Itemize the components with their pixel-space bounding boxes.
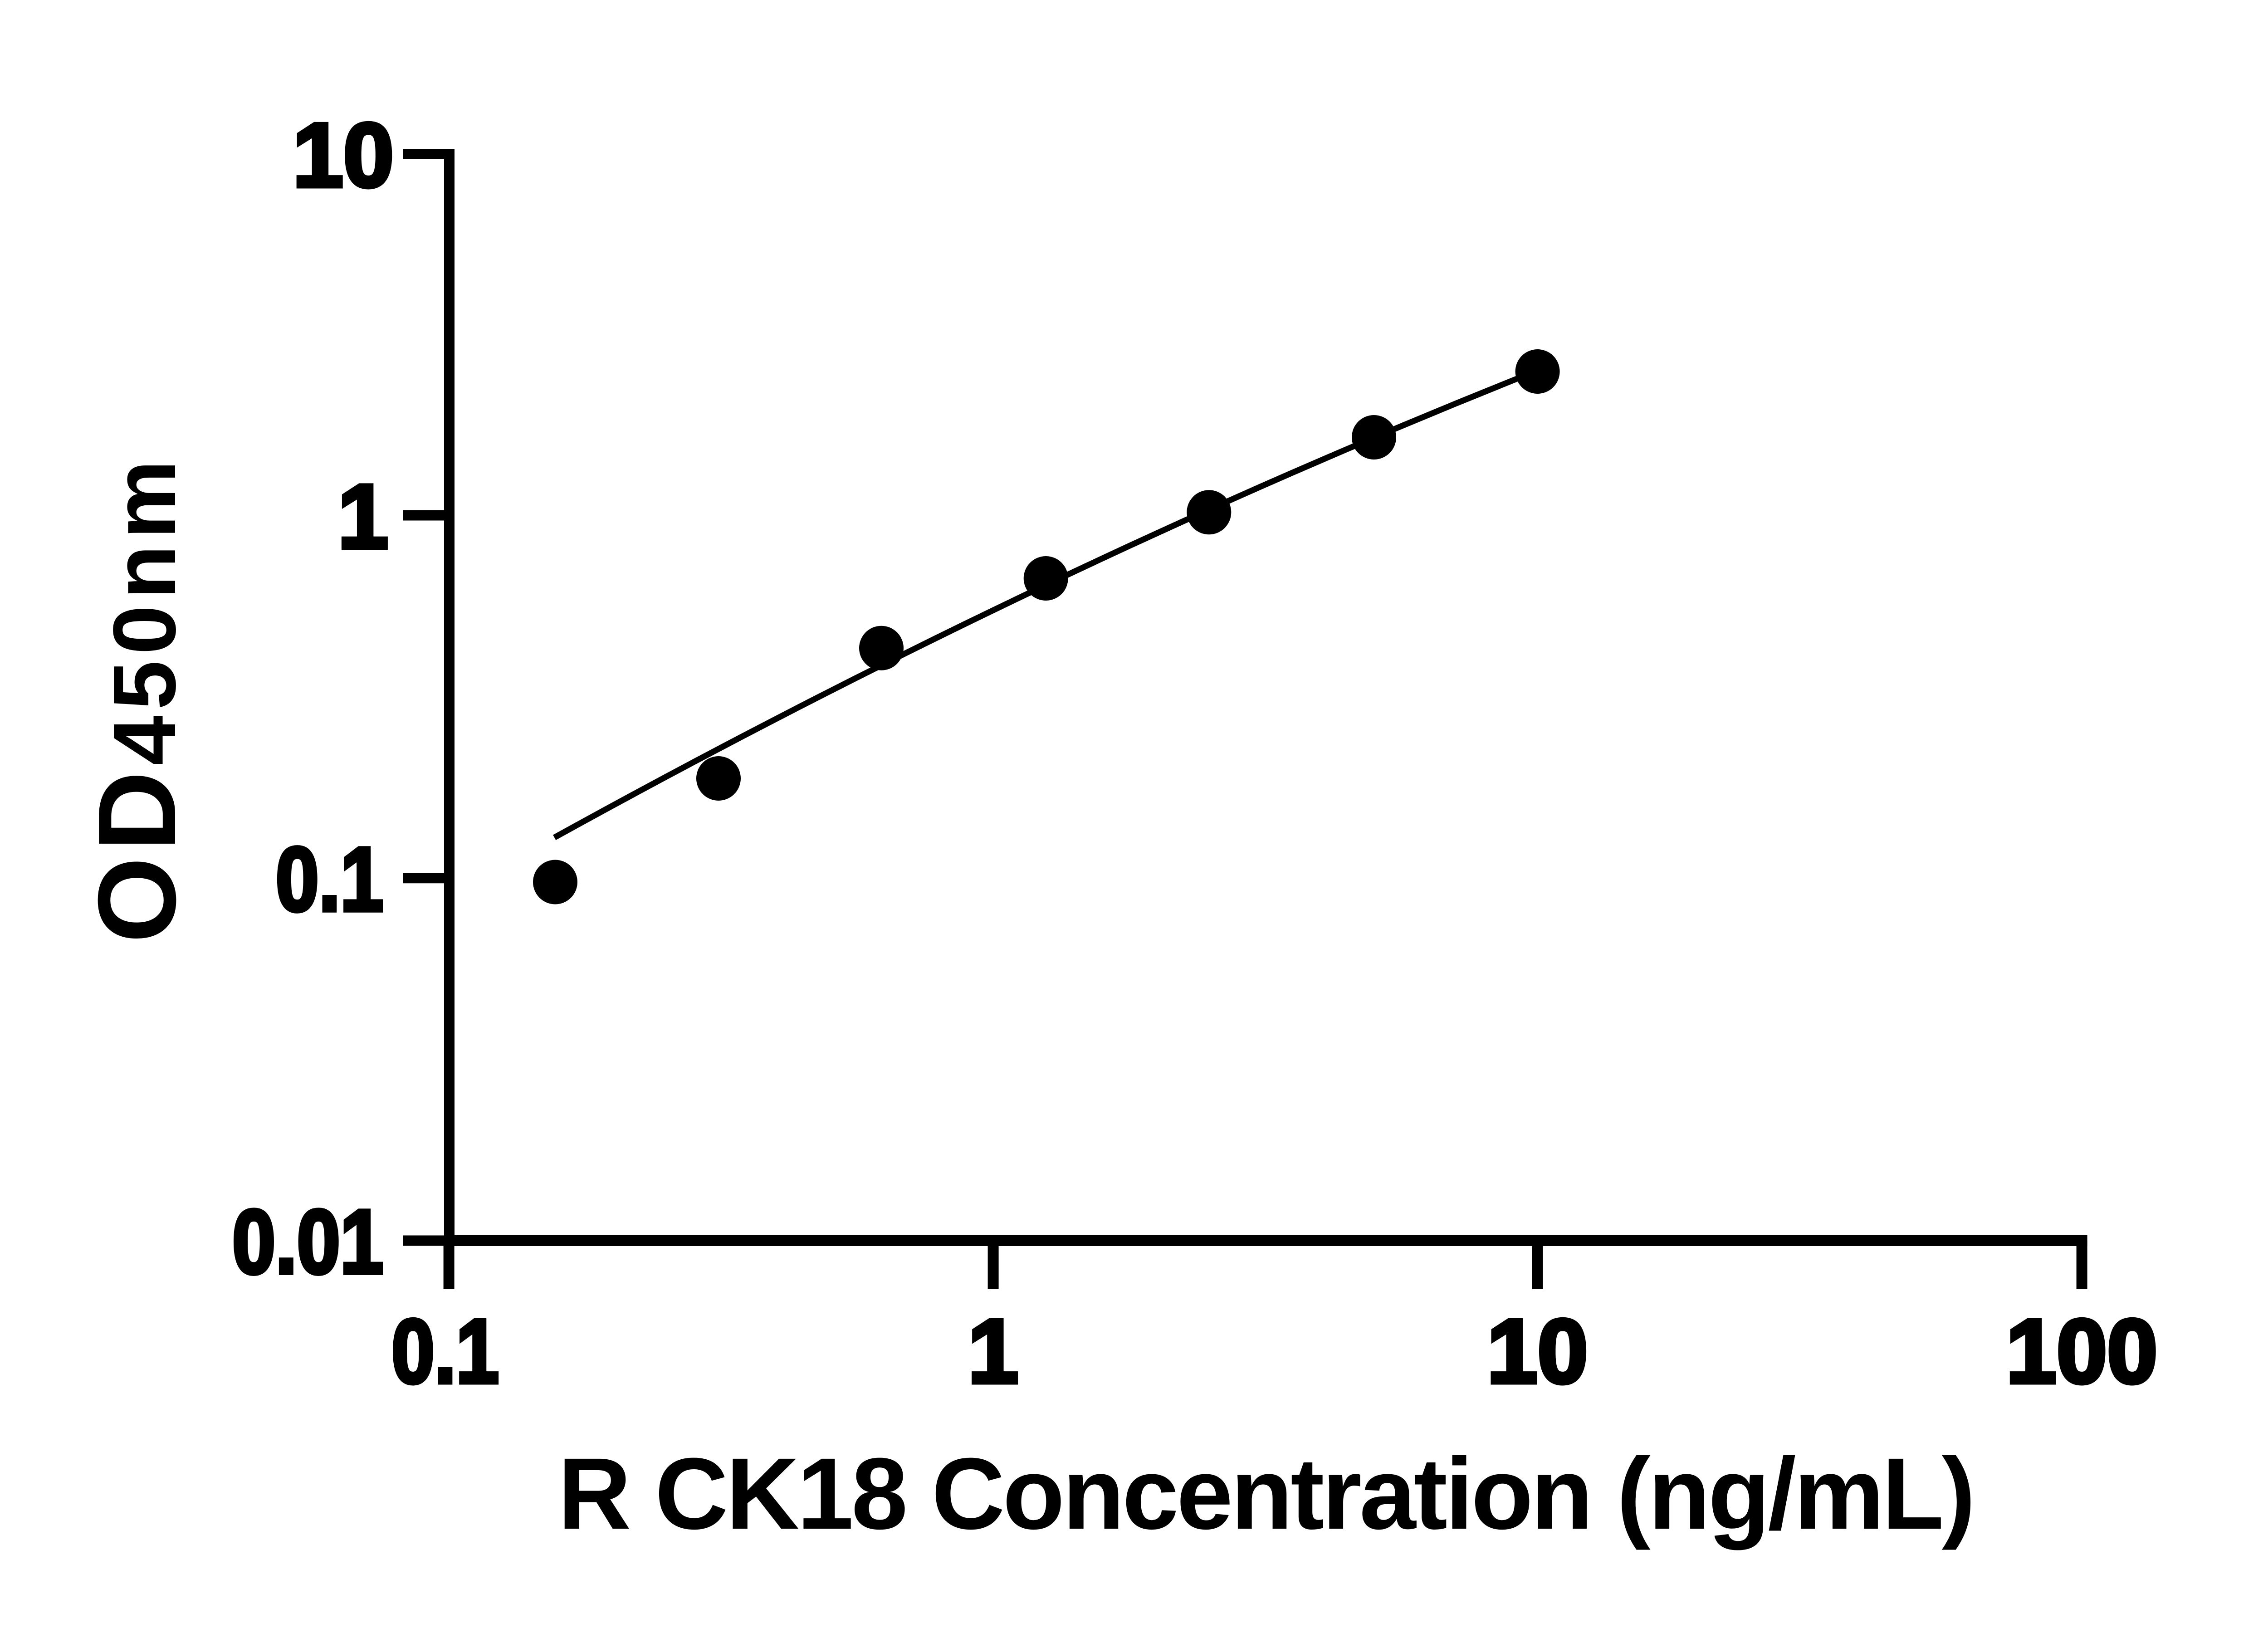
svg-text:0.01: 0.01	[232, 1192, 383, 1293]
svg-text:1: 1	[968, 1301, 1018, 1402]
svg-text:100: 100	[2006, 1301, 2158, 1402]
svg-text:0.1: 0.1	[276, 829, 383, 930]
svg-text:0.1: 0.1	[391, 1301, 499, 1402]
svg-text:OD450nm: OD450nm	[75, 454, 199, 943]
svg-text:1: 1	[338, 466, 388, 567]
svg-text:10: 10	[293, 105, 394, 206]
svg-text:R CK18 Concentration (ng/mL): R CK18 Concentration (ng/mL)	[558, 1437, 1973, 1550]
svg-text:10: 10	[1487, 1301, 1588, 1402]
